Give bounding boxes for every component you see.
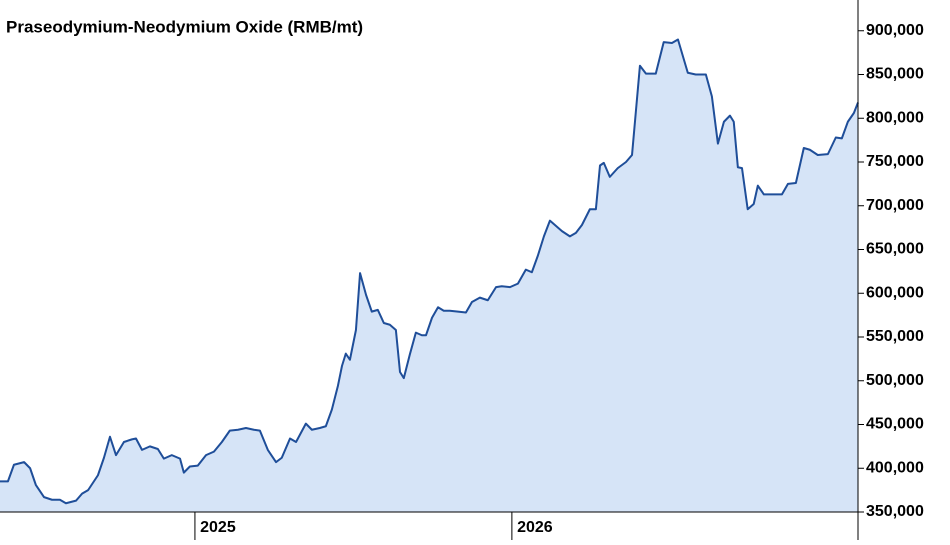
y-tick-label: 500,000 [866,372,924,389]
chart-title: Praseodymium-Neodymium Oxide (RMB/mt) [6,17,363,36]
plot: 350,000 400,000 450,000 500,000 550,000 600,0… [0,0,924,540]
y-tick-label: 800,000 [866,109,924,126]
area-fill [0,39,858,512]
y-tick-label: 850,000 [866,66,924,83]
x-tick-label: 2025 [200,519,236,536]
y-tick-label: 350,000 [866,503,924,520]
y-tick-label: 450,000 [866,416,924,433]
y-tick-label: 900,000 [866,22,924,39]
x-tick-label: 2026 [517,519,553,536]
y-tick-label: 400,000 [866,459,924,476]
y-tick-label: 600,000 [866,284,924,301]
y-tick-label: 650,000 [866,241,924,258]
y-tick-label: 750,000 [866,153,924,170]
y-tick-label: 700,000 [866,197,924,214]
y-tick-label: 550,000 [866,328,924,345]
price-line [0,38,859,505]
